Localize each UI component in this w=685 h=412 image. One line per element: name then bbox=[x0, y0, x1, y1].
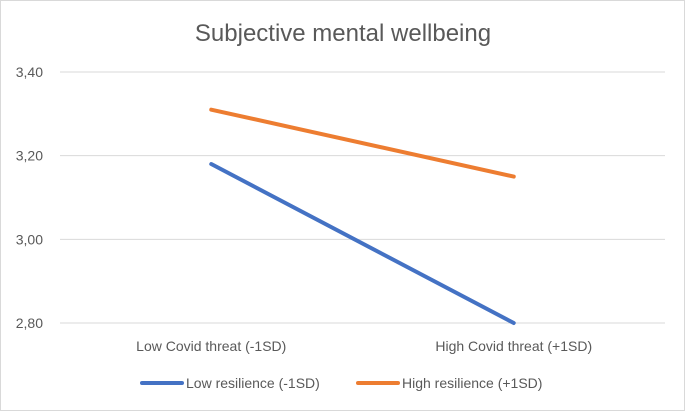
gridlines bbox=[60, 71, 665, 324]
legend-label: Low resilience (-1SD) bbox=[186, 375, 320, 391]
y-tick-label: 2,80 bbox=[16, 315, 43, 331]
y-axis-tick-labels: 3,40 3,20 3,00 2,80 bbox=[16, 64, 43, 331]
series-lines bbox=[209, 107, 516, 325]
series-line-low-resilience bbox=[209, 162, 516, 325]
legend: Low resilience (-1SD) High resilience (+1… bbox=[140, 375, 542, 391]
x-axis-tick-labels: Low Covid threat (-1SD) High Covid threat… bbox=[136, 338, 592, 354]
legend-label: High resilience (+1SD) bbox=[402, 375, 542, 391]
chart-title: Subjective mental wellbeing bbox=[195, 20, 491, 47]
series-line-high-resilience bbox=[209, 107, 516, 179]
x-tick-label: High Covid threat (+1SD) bbox=[435, 338, 592, 354]
x-tick-label: Low Covid threat (-1SD) bbox=[136, 338, 286, 354]
y-tick-label: 3,00 bbox=[16, 231, 43, 247]
y-tick-label: 3,40 bbox=[16, 64, 43, 80]
y-tick-label: 3,20 bbox=[16, 148, 43, 164]
